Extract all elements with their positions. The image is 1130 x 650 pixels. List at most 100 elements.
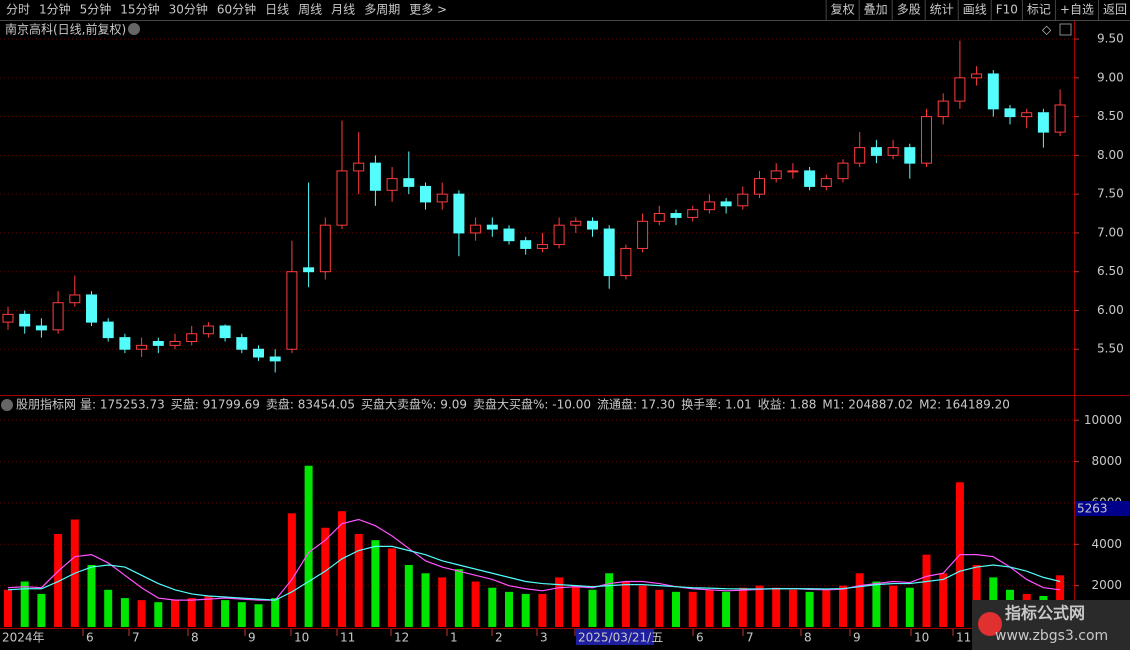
toolbar-tab[interactable]: 1分钟 xyxy=(39,2,71,17)
date-label: 7 xyxy=(746,631,754,645)
date-label: 11 xyxy=(956,631,971,645)
candle-body xyxy=(69,294,81,304)
indicator-value: 流通盘: 17.30 xyxy=(597,397,675,412)
candle-body xyxy=(1021,112,1033,118)
volume-bar xyxy=(371,540,380,627)
indicator-value: 换手率: 1.01 xyxy=(681,397,752,412)
volume-bar xyxy=(672,591,680,627)
volume-bar xyxy=(438,577,447,627)
y-tick-label: 8000 xyxy=(1091,454,1122,468)
candle-body xyxy=(737,193,749,207)
volume-bar xyxy=(939,573,948,627)
y-tick-label: 4000 xyxy=(1091,537,1122,551)
window-icon[interactable] xyxy=(1059,23,1072,36)
toolbar-button[interactable]: 统计 xyxy=(930,3,954,17)
toolbar-button[interactable]: F10 xyxy=(996,3,1018,17)
toolbar-button[interactable]: 画线 xyxy=(963,3,987,17)
volume-bar xyxy=(705,589,714,627)
candle-body xyxy=(119,337,131,350)
date-label: 6 xyxy=(696,631,704,645)
toolbar-tab[interactable]: 多周期 xyxy=(364,3,400,17)
y-tick-label: 8.00 xyxy=(1097,148,1124,162)
date-label: 10 xyxy=(914,631,929,645)
date-label: 3 xyxy=(540,631,548,645)
toolbar-tab[interactable]: 月线 xyxy=(331,3,355,17)
volume-bar xyxy=(254,604,263,627)
volume-bar xyxy=(154,602,163,627)
volume-bar xyxy=(421,573,430,627)
volume-bar xyxy=(187,598,196,627)
y-tick-label: 7.00 xyxy=(1097,225,1124,239)
toolbar-tab[interactable]: 15分钟 xyxy=(120,2,159,17)
volume-bar xyxy=(538,593,547,627)
toolbar-button[interactable]: 叠加 xyxy=(864,3,888,17)
toolbar-button[interactable]: +自选 xyxy=(1060,3,1094,17)
y-tick-label: 10000 xyxy=(1084,413,1122,427)
toolbar-button[interactable]: 复权 xyxy=(831,3,855,17)
candle-body xyxy=(720,201,732,207)
candle-body xyxy=(470,224,482,234)
volume-bar xyxy=(688,591,697,627)
toolbar-button[interactable]: 标记 xyxy=(1027,3,1051,17)
date-label: 12 xyxy=(394,631,409,645)
watermark-icon xyxy=(978,612,1002,636)
indicator-dropdown[interactable] xyxy=(1,399,13,411)
date-label: 8 xyxy=(191,631,199,645)
candle-body xyxy=(870,147,882,156)
volume-bar xyxy=(287,513,296,627)
volume-bar xyxy=(471,581,480,627)
toolbar-button[interactable]: 多股 xyxy=(897,3,921,17)
candle-body xyxy=(286,271,298,350)
volume-bar xyxy=(304,465,313,627)
volume-bar xyxy=(655,589,664,627)
candle-body xyxy=(369,162,381,191)
volume-bar xyxy=(588,589,597,627)
candle-body xyxy=(136,344,148,350)
volume-bar xyxy=(454,569,463,627)
date-label: 11 xyxy=(340,631,355,645)
candle-body xyxy=(1037,112,1049,133)
volume-bar xyxy=(805,591,814,627)
volume-bar xyxy=(772,587,781,627)
volume-average-line xyxy=(7,545,1061,601)
y-tick-label: 9.50 xyxy=(1097,32,1124,46)
volume-bar xyxy=(822,589,831,627)
volume-bar xyxy=(4,589,12,627)
date-label: 1 xyxy=(450,631,458,645)
toolbar-tab[interactable]: 周线 xyxy=(298,3,322,17)
candle-body xyxy=(787,170,799,173)
candle-body xyxy=(319,224,331,273)
toolbar-button[interactable]: 返回 xyxy=(1103,3,1127,17)
candle-body xyxy=(152,340,164,346)
candle-body xyxy=(904,147,916,164)
title-dropdown[interactable] xyxy=(128,23,140,35)
volume-bar xyxy=(87,564,96,627)
volume-bar xyxy=(388,548,397,627)
diamond-icon[interactable]: ◇ xyxy=(1042,23,1052,37)
volume-bar xyxy=(521,593,530,627)
indicator-value: 卖盘: 83454.05 xyxy=(266,397,355,412)
toolbar-tab[interactable]: 更多 > xyxy=(409,3,447,17)
indicator-value: 收益: 1.88 xyxy=(758,398,817,412)
candle-body xyxy=(971,73,983,79)
date-label: 2025/03/21/五 xyxy=(578,631,663,645)
volume-bar xyxy=(889,585,898,627)
toolbar-tab[interactable]: 分时 xyxy=(6,3,30,17)
volume-bar xyxy=(555,577,564,627)
volume-bar xyxy=(338,511,346,627)
toolbar-tab[interactable]: 30分钟 xyxy=(169,2,208,17)
volume-bar xyxy=(505,591,513,627)
indicator-value: M2: 164189.20 xyxy=(919,398,1010,412)
candle-body xyxy=(754,178,765,195)
candle-body xyxy=(386,178,398,191)
watermark: 指标公式网 www.zbgs3.com xyxy=(972,600,1130,650)
candle-body xyxy=(219,325,231,339)
y-tick-label: 9.00 xyxy=(1097,70,1124,84)
toolbar-tab[interactable]: 5分钟 xyxy=(80,2,112,17)
volume-average-line xyxy=(7,518,1061,601)
volume-bar xyxy=(605,573,614,627)
candle-body xyxy=(336,170,348,226)
toolbar-tab[interactable]: 日线 xyxy=(265,3,289,17)
toolbar-tab[interactable]: 60分钟 xyxy=(217,2,256,17)
volume-bar xyxy=(722,591,731,627)
